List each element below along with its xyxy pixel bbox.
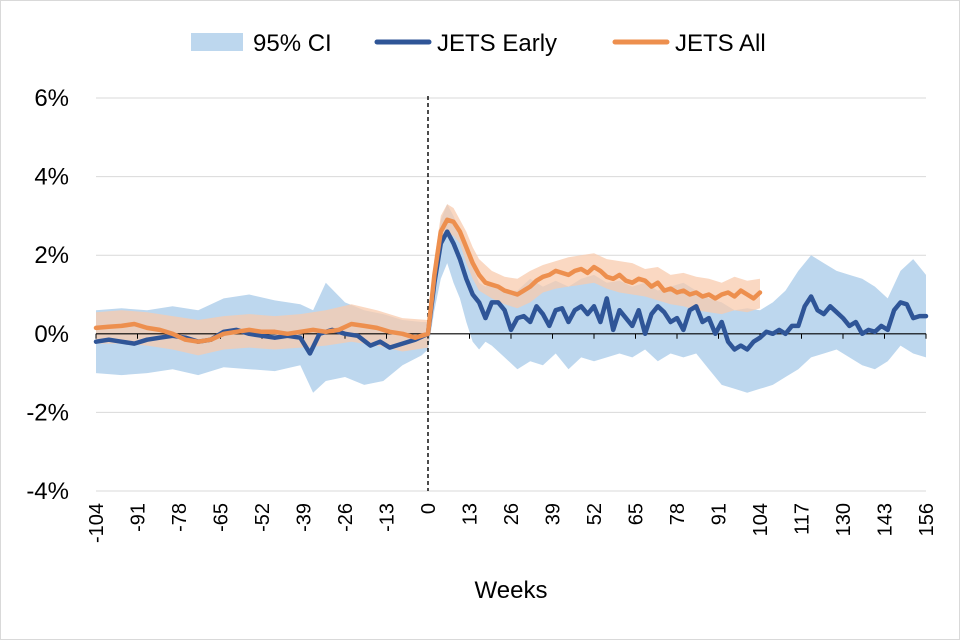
x-tick-label-3: -65 [211,503,233,532]
x-tick-label-12: 52 [584,503,606,525]
x-tick-label-6: -26 [335,503,357,532]
x-axis-ticks: -104 -91 -78 -65 -52 -39 -26 -13 0 13 26 39 52 65 78 91… [86,503,938,543]
x-tick-label-15: 91 [709,503,731,525]
y-tick-label-2: 0% [34,321,69,348]
legend-all-label: JETS All [675,30,766,57]
x-tick-label-0: -104 [86,503,108,543]
y-tick-label-4: 4% [34,164,69,191]
x-tick-label-16: 104 [750,503,772,536]
ci-bands [96,204,926,393]
x-tick-label-18: 130 [833,503,855,536]
x-tick-label-13: 65 [626,503,648,525]
x-tick-label-5: -39 [294,503,316,532]
y-axis-ticks: -4% -2% 0% 2% 4% 6% [26,85,69,505]
legend-ci-label: 95% CI [253,30,332,57]
y-tick-label-0: -4% [26,478,69,505]
y-tick-label-5: 6% [34,85,69,112]
x-tick-label-1: -91 [128,503,150,532]
x-tick-label-4: -52 [252,503,274,532]
y-tick-label-1: -2% [26,399,69,426]
x-tick-label-2: -78 [169,503,191,532]
x-tick-label-20: 156 [916,503,938,536]
series-lines [93,217,929,356]
legend: 95% CI JETS Early JETS All [191,30,766,57]
legend-ci-swatch [191,33,243,51]
gridlines [96,97,926,492]
series-line-early [93,229,929,356]
x-tick-label-10: 26 [501,503,523,525]
x-tick-label-9: 13 [460,503,482,525]
ci-band-all [96,204,760,356]
x-tick-label-17: 117 [792,503,814,535]
series-line-all [93,217,763,344]
x-tick-label-8: 0 [418,503,440,514]
y-tick-label-3: 2% [34,242,69,269]
x-axis-title: Weeks [475,577,548,604]
x-tick-label-7: -13 [377,503,399,532]
x-tick-label-19: 143 [875,503,897,536]
legend-early-label: JETS Early [437,30,557,57]
x-tick-label-11: 39 [543,503,565,525]
x-tick-label-14: 78 [667,503,689,525]
